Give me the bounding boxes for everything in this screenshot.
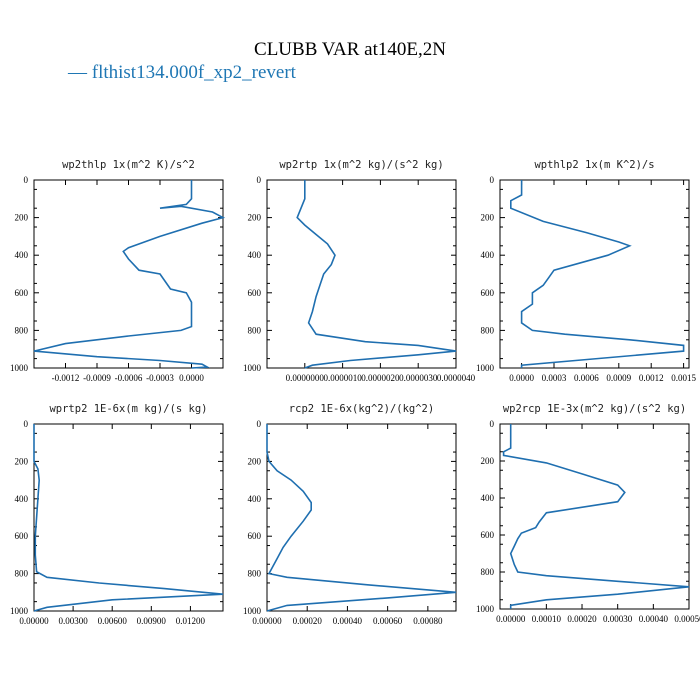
y-tick-label: 800 (248, 325, 262, 335)
y-tick-label: 400 (15, 250, 29, 260)
profile-line (502, 424, 690, 609)
panel-6: wp2rcp 1E-3x(m^2 kg)/(s^2 kg) 0 200 400 600 8… (476, 403, 700, 624)
panels-group: wp2thlp 1x(m^2 K)/s^2 0 200 400 600 800 1000 -0… (10, 159, 700, 626)
y-tick-label: 400 (15, 494, 29, 504)
x-tick-label: 0.0000010 (323, 373, 362, 383)
profile-line (33, 424, 224, 612)
x-tick-label: -0.0009 (83, 373, 111, 383)
y-tick-label: 800 (248, 569, 262, 579)
x-tick-label: 0.00050 (674, 614, 700, 624)
x-tick-label: 0.00010 (532, 614, 562, 624)
figure-title: CLUBB VAR at140E,2N (254, 39, 446, 60)
y-tick-label: 0 (24, 175, 29, 185)
x-tick-label: 0.0000000 (286, 373, 325, 383)
y-tick-label: 400 (248, 494, 262, 504)
x-tick-label: 0.0000 (179, 373, 204, 383)
y-tick-label: 0 (490, 175, 495, 185)
y-tick-label: 600 (481, 288, 495, 298)
x-tick-label: 0.00060 (373, 616, 403, 626)
x-tick-label: 0.0000040 (437, 373, 476, 383)
x-tick-label: 0.00000 (252, 616, 282, 626)
panel-title: wprtp2 1E-6x(m kg)/(s kg) (49, 403, 207, 415)
legend-entry: — flthist134.000f_xp2_revert (67, 62, 297, 83)
profile-line (510, 180, 685, 368)
panel-title: wpthlp2 1x(m K^2)/s (534, 159, 654, 171)
x-tick-label: 0.00600 (98, 616, 128, 626)
plot-frame (266, 179, 457, 369)
x-tick-label: 0.00000 (496, 614, 526, 624)
x-tick-label: 0.00040 (333, 616, 363, 626)
y-tick-label: 600 (248, 531, 262, 541)
x-tick-label: 0.00020 (567, 614, 597, 624)
y-tick-label: 1000 (10, 363, 29, 373)
y-tick-label: 0 (490, 419, 495, 429)
y-tick-label: 600 (248, 288, 262, 298)
panel-1: wp2thlp 1x(m^2 K)/s^2 0 200 400 600 800 1000 -0… (10, 159, 226, 383)
x-tick-label: 0.00020 (293, 616, 323, 626)
y-tick-label: 800 (481, 325, 495, 335)
x-tick-label: 0.00300 (58, 616, 88, 626)
y-tick-label: 200 (15, 456, 29, 466)
x-tick-label: 0.00040 (639, 614, 669, 624)
y-tick-label: 200 (481, 213, 495, 223)
y-tick-label: 400 (481, 250, 495, 260)
y-tick-label: 600 (481, 530, 495, 540)
y-tick-label: 600 (15, 531, 29, 541)
y-tick-label: 800 (481, 567, 495, 577)
panel-3: wpthlp2 1x(m K^2)/s 0 200 400 600 800 1000 0.00… (476, 159, 696, 383)
x-tick-label: 0.00030 (603, 614, 633, 624)
profile-line (33, 180, 226, 369)
y-tick-label: 0 (257, 175, 262, 185)
y-tick-label: 400 (248, 250, 262, 260)
x-tick-label: 0.0012 (639, 373, 664, 383)
x-tick-label: 0.0009 (606, 373, 631, 383)
x-tick-label: 0.00000 (19, 616, 49, 626)
panel-title: rcp2 1E-6x(kg^2)/(kg^2) (289, 403, 434, 415)
x-tick-label: 0.0000020 (361, 373, 400, 383)
profile-line (266, 424, 457, 612)
y-tick-label: 200 (481, 456, 495, 466)
panel-title: wp2rtp 1x(m^2 kg)/(s^2 kg) (279, 159, 443, 171)
x-tick-label: 0.0000030 (399, 373, 438, 383)
x-tick-label: 0.0003 (542, 373, 567, 383)
x-tick-label: 0.0006 (574, 373, 599, 383)
y-tick-label: 200 (248, 456, 262, 466)
x-tick-label: 0.0015 (671, 373, 696, 383)
panel-title: wp2thlp 1x(m^2 K)/s^2 (62, 159, 195, 171)
plot-frame (266, 423, 457, 612)
panel-2: wp2rtp 1x(m^2 kg)/(s^2 kg) 0 200 400 600 800 1… (243, 159, 476, 383)
y-tick-label: 800 (15, 569, 29, 579)
y-tick-label: 1000 (243, 363, 262, 373)
panel-title: wp2rcp 1E-3x(m^2 kg)/(s^2 kg) (503, 403, 686, 415)
y-tick-label: 1000 (476, 363, 495, 373)
y-tick-label: 0 (257, 419, 262, 429)
y-tick-label: 200 (248, 213, 262, 223)
y-tick-label: 1000 (243, 606, 262, 616)
x-tick-label: 0.00080 (413, 616, 443, 626)
y-tick-label: 400 (481, 493, 495, 503)
plot-frame (33, 423, 224, 612)
x-tick-label: 0.01200 (176, 616, 206, 626)
x-tick-label: -0.0003 (146, 373, 174, 383)
y-tick-label: 0 (24, 419, 29, 429)
x-tick-label: -0.0012 (52, 373, 80, 383)
y-tick-label: 800 (15, 325, 29, 335)
y-tick-label: 1000 (10, 606, 29, 616)
x-tick-label: -0.0006 (115, 373, 143, 383)
x-tick-label: 0.0000 (509, 373, 534, 383)
y-tick-label: 600 (15, 288, 29, 298)
panel-4: wprtp2 1E-6x(m kg)/(s kg) 0 200 400 600 800 10… (10, 403, 224, 626)
plot-frame (499, 423, 690, 610)
x-tick-label: 0.00900 (137, 616, 167, 626)
y-tick-label: 1000 (476, 604, 495, 614)
plot-frame (499, 179, 690, 369)
profile-line (296, 180, 457, 369)
y-tick-label: 200 (15, 213, 29, 223)
panel-5: rcp2 1E-6x(kg^2)/(kg^2) 0 200 400 600 800 1000… (243, 403, 457, 626)
